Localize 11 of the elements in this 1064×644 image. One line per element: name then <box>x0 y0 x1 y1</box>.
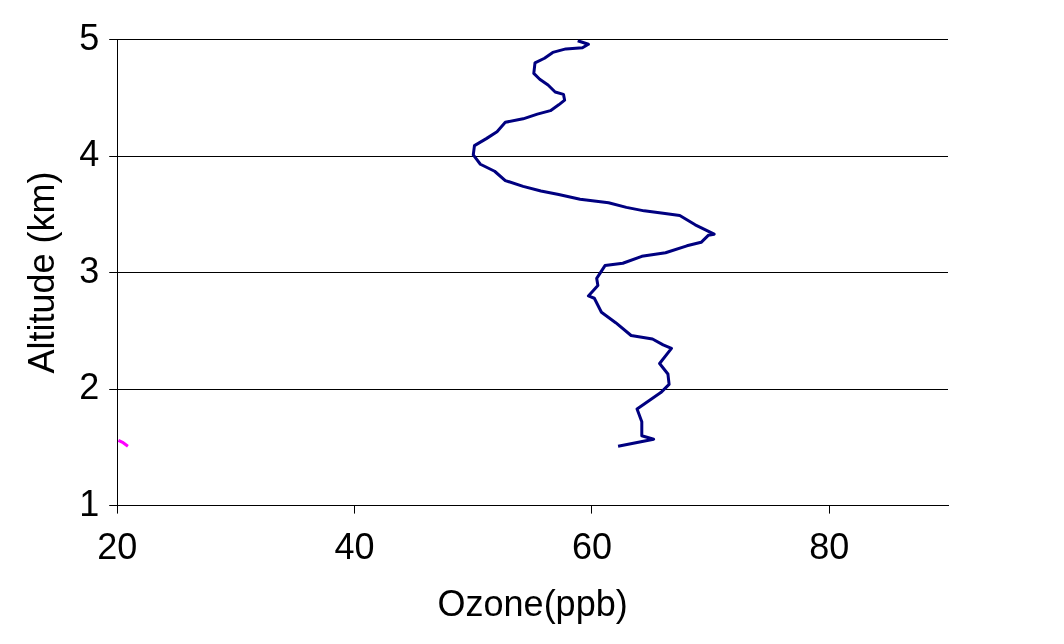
y-tick-label: 1 <box>79 482 100 524</box>
x-tick-label: 80 <box>809 526 850 568</box>
y-tick-label: 4 <box>79 133 100 175</box>
x-tick-label: 40 <box>334 526 375 568</box>
y-tick-label: 3 <box>79 249 100 291</box>
y-axis-title: Altitude (km) <box>20 171 62 374</box>
y-tick-label: 5 <box>79 16 100 58</box>
y-tick-label: 2 <box>79 366 100 408</box>
x-axis-title: Ozone(ppb) <box>437 583 628 625</box>
x-tick-label: 60 <box>571 526 612 568</box>
x-tick-label: 20 <box>97 526 138 568</box>
